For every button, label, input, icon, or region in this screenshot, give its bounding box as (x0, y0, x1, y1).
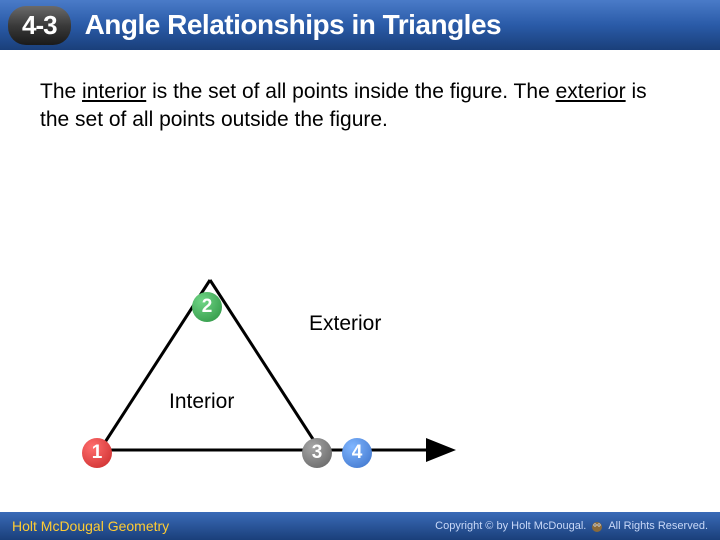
term-interior: interior (82, 80, 146, 103)
section-number-badge: 4-3 (8, 6, 71, 45)
term-exterior: exterior (556, 80, 626, 103)
angle-badge-3: 3 (302, 438, 332, 468)
text-segment: is the set of all points inside the figu… (146, 80, 555, 103)
copyright-prefix: Copyright © by Holt McDougal. (435, 520, 586, 532)
text-segment: The (40, 80, 82, 103)
exterior-label: Exterior (305, 312, 385, 336)
owl-icon (590, 519, 604, 533)
footer-brand: Holt McDougal Geometry (12, 518, 169, 534)
slide-footer: Holt McDougal Geometry Copyright © by Ho… (0, 512, 720, 540)
slide-title: Angle Relationships in Triangles (85, 9, 502, 41)
angle-badge-4: 4 (342, 438, 372, 468)
interior-label: Interior (165, 390, 238, 414)
content-area: The interior is the set of all points in… (0, 50, 720, 135)
angle-badge-1: 1 (82, 438, 112, 468)
copyright-suffix: All Rights Reserved. (608, 520, 708, 532)
angle-badge-2: 2 (192, 292, 222, 322)
definition-text: The interior is the set of all points in… (40, 78, 680, 135)
slide-header: 4-3 Angle Relationships in Triangles (0, 0, 720, 50)
diagram-svg (70, 250, 490, 490)
triangle-diagram: Exterior Interior 1 2 34 (70, 250, 490, 490)
footer-copyright: Copyright © by Holt McDougal. All Rights… (435, 519, 708, 533)
